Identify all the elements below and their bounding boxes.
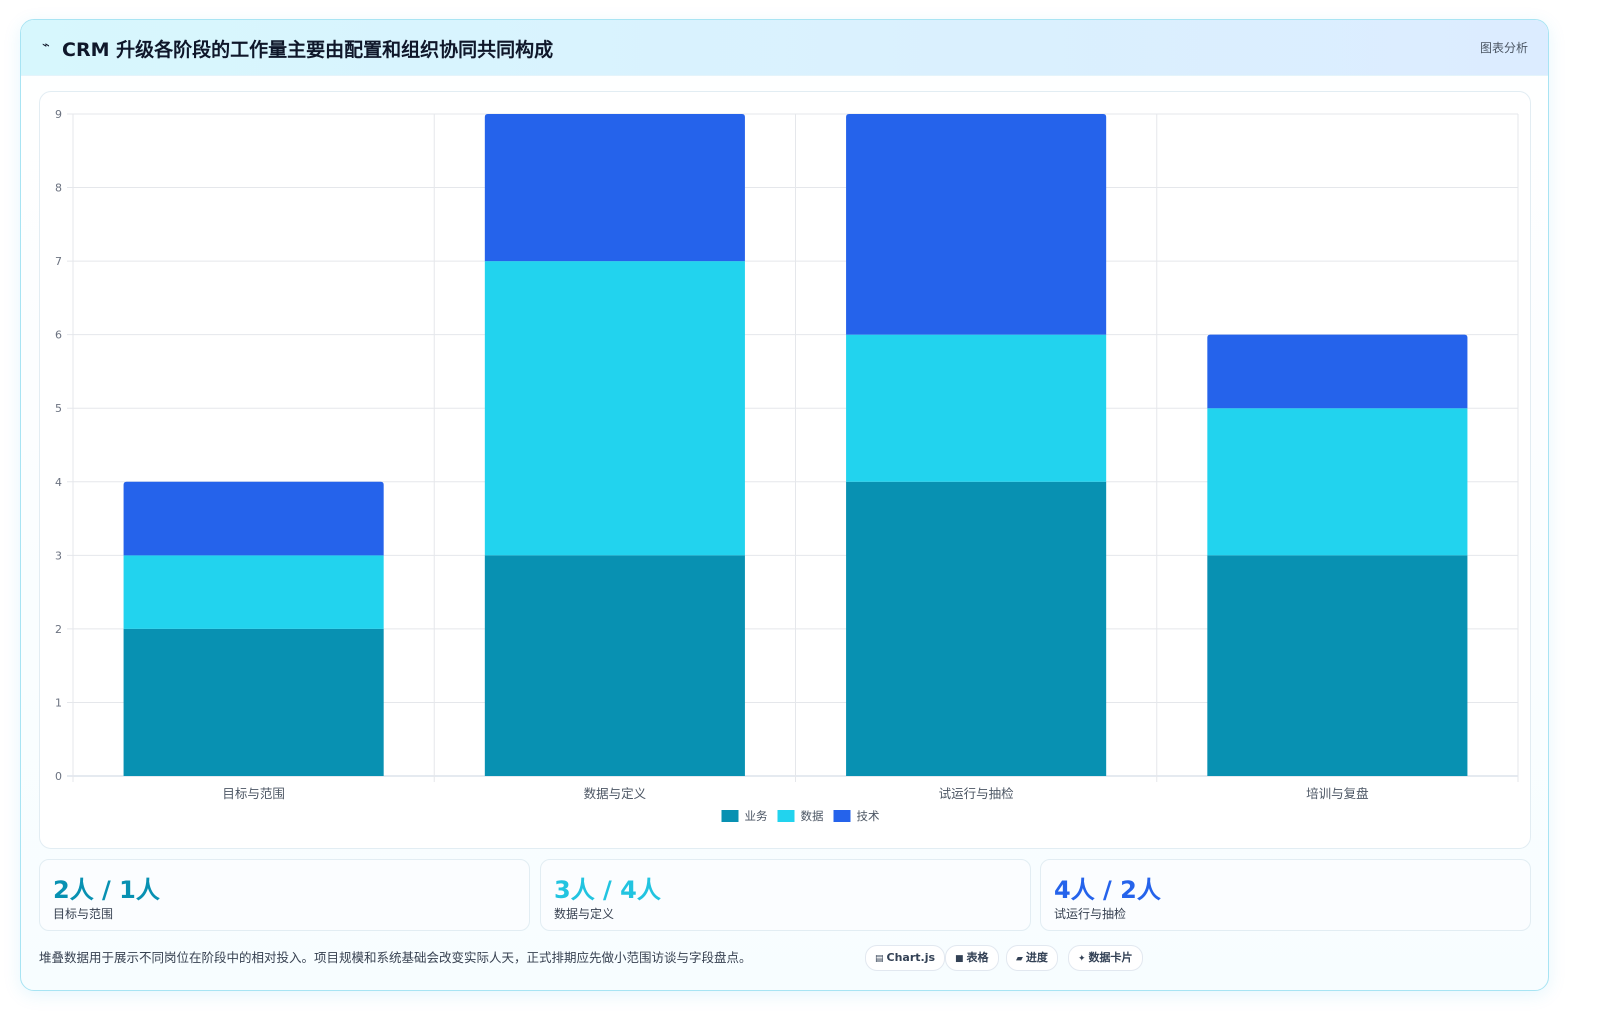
x-tick-label: 试运行与抽检 — [939, 786, 1015, 801]
stat-value: 4人 / 2人 — [1054, 876, 1161, 904]
y-tick-label: 1 — [55, 696, 62, 709]
stat-label: 目标与范围 — [53, 907, 114, 921]
bar-segment — [1207, 408, 1468, 556]
bar-segment — [123, 481, 384, 556]
bar-segment — [484, 261, 745, 556]
y-tick-label: 4 — [55, 476, 62, 489]
legend-swatch — [721, 810, 739, 822]
bar-segment — [484, 114, 745, 262]
chip-datacard[interactable]: ✦ 数据卡片 — [1068, 945, 1143, 971]
legend-swatch — [777, 810, 795, 822]
footnote: 堆叠数据用于展示不同岗位在阶段中的相对投入。项目规模和系统基础会改变实际人天，正… — [39, 950, 752, 965]
stat-value: 3人 / 4人 — [554, 876, 661, 904]
trend-icon: ⌁ — [42, 38, 50, 53]
y-tick-label: 3 — [55, 549, 62, 562]
sparkle-icon: ✦ — [1078, 954, 1086, 964]
chart-container: 0 1 2 3 4 5 6 7 8 9 目标与范围 数据与定义 试运行与抽检 培训与复盘业务 数据 技术 — [39, 91, 1531, 849]
y-tick-label: 9 — [55, 108, 62, 121]
stat-label: 试运行与抽检 — [1054, 907, 1127, 921]
legend-label: 业务 — [745, 809, 768, 823]
table-icon: ■ — [955, 954, 964, 964]
chip-label: 表格 — [966, 951, 989, 964]
x-tick-label: 数据与定义 — [584, 786, 647, 801]
stat-card-2: 3人 / 4人 数据与定义 — [540, 859, 1031, 931]
chip-label: 数据卡片 — [1088, 951, 1133, 964]
chip-label: Chart.js — [886, 951, 936, 964]
progress-icon: ▰ — [1016, 954, 1023, 964]
legend-label: 技术 — [857, 809, 880, 823]
bar-segment — [484, 555, 745, 776]
bar-segment — [1207, 555, 1468, 776]
y-tick-label: 6 — [55, 329, 62, 342]
bar-segment — [123, 628, 384, 776]
y-tick-label: 8 — [55, 182, 62, 195]
bar-segment — [123, 555, 384, 629]
bar-segment — [1207, 334, 1468, 409]
x-tick-label: 目标与范围 — [222, 786, 285, 801]
legend-label: 数据 — [801, 809, 824, 823]
legend-swatch — [833, 810, 851, 822]
stat-card-3: 4人 / 2人 试运行与抽检 — [1040, 859, 1531, 931]
page-title: CRM 升级各阶段的工作量主要由配置和组织协同共同构成 — [62, 39, 554, 61]
stat-value: 2人 / 1人 — [53, 876, 160, 904]
bar-segment — [846, 334, 1107, 482]
card-header: ⌁ CRM 升级各阶段的工作量主要由配置和组织协同共同构成 图表分析 — [21, 20, 1548, 76]
stat-card-1: 2人 / 1人 目标与范围 — [39, 859, 530, 931]
bar-segment — [846, 114, 1107, 335]
x-tick-label: 培训与复盘 — [1306, 786, 1369, 801]
chart-card: ⌁ CRM 升级各阶段的工作量主要由配置和组织协同共同构成 图表分析 0 1 2 3 4… — [20, 19, 1549, 991]
y-tick-label: 2 — [55, 623, 62, 636]
chip-table[interactable]: ■ 表格 — [945, 945, 999, 971]
chart-icon: ▤ — [875, 954, 884, 964]
y-tick-label: 5 — [55, 402, 62, 415]
stat-label: 数据与定义 — [554, 907, 615, 921]
bar-segment — [846, 481, 1107, 776]
y-tick-label: 0 — [55, 770, 62, 783]
chip-label: 进度 — [1025, 951, 1048, 964]
chip-chartjs[interactable]: ▤ Chart.js — [865, 945, 946, 971]
y-tick-label: 7 — [55, 255, 62, 268]
chip-progress[interactable]: ▰ 进度 — [1006, 945, 1058, 971]
header-tag: 图表分析 — [1479, 41, 1528, 55]
